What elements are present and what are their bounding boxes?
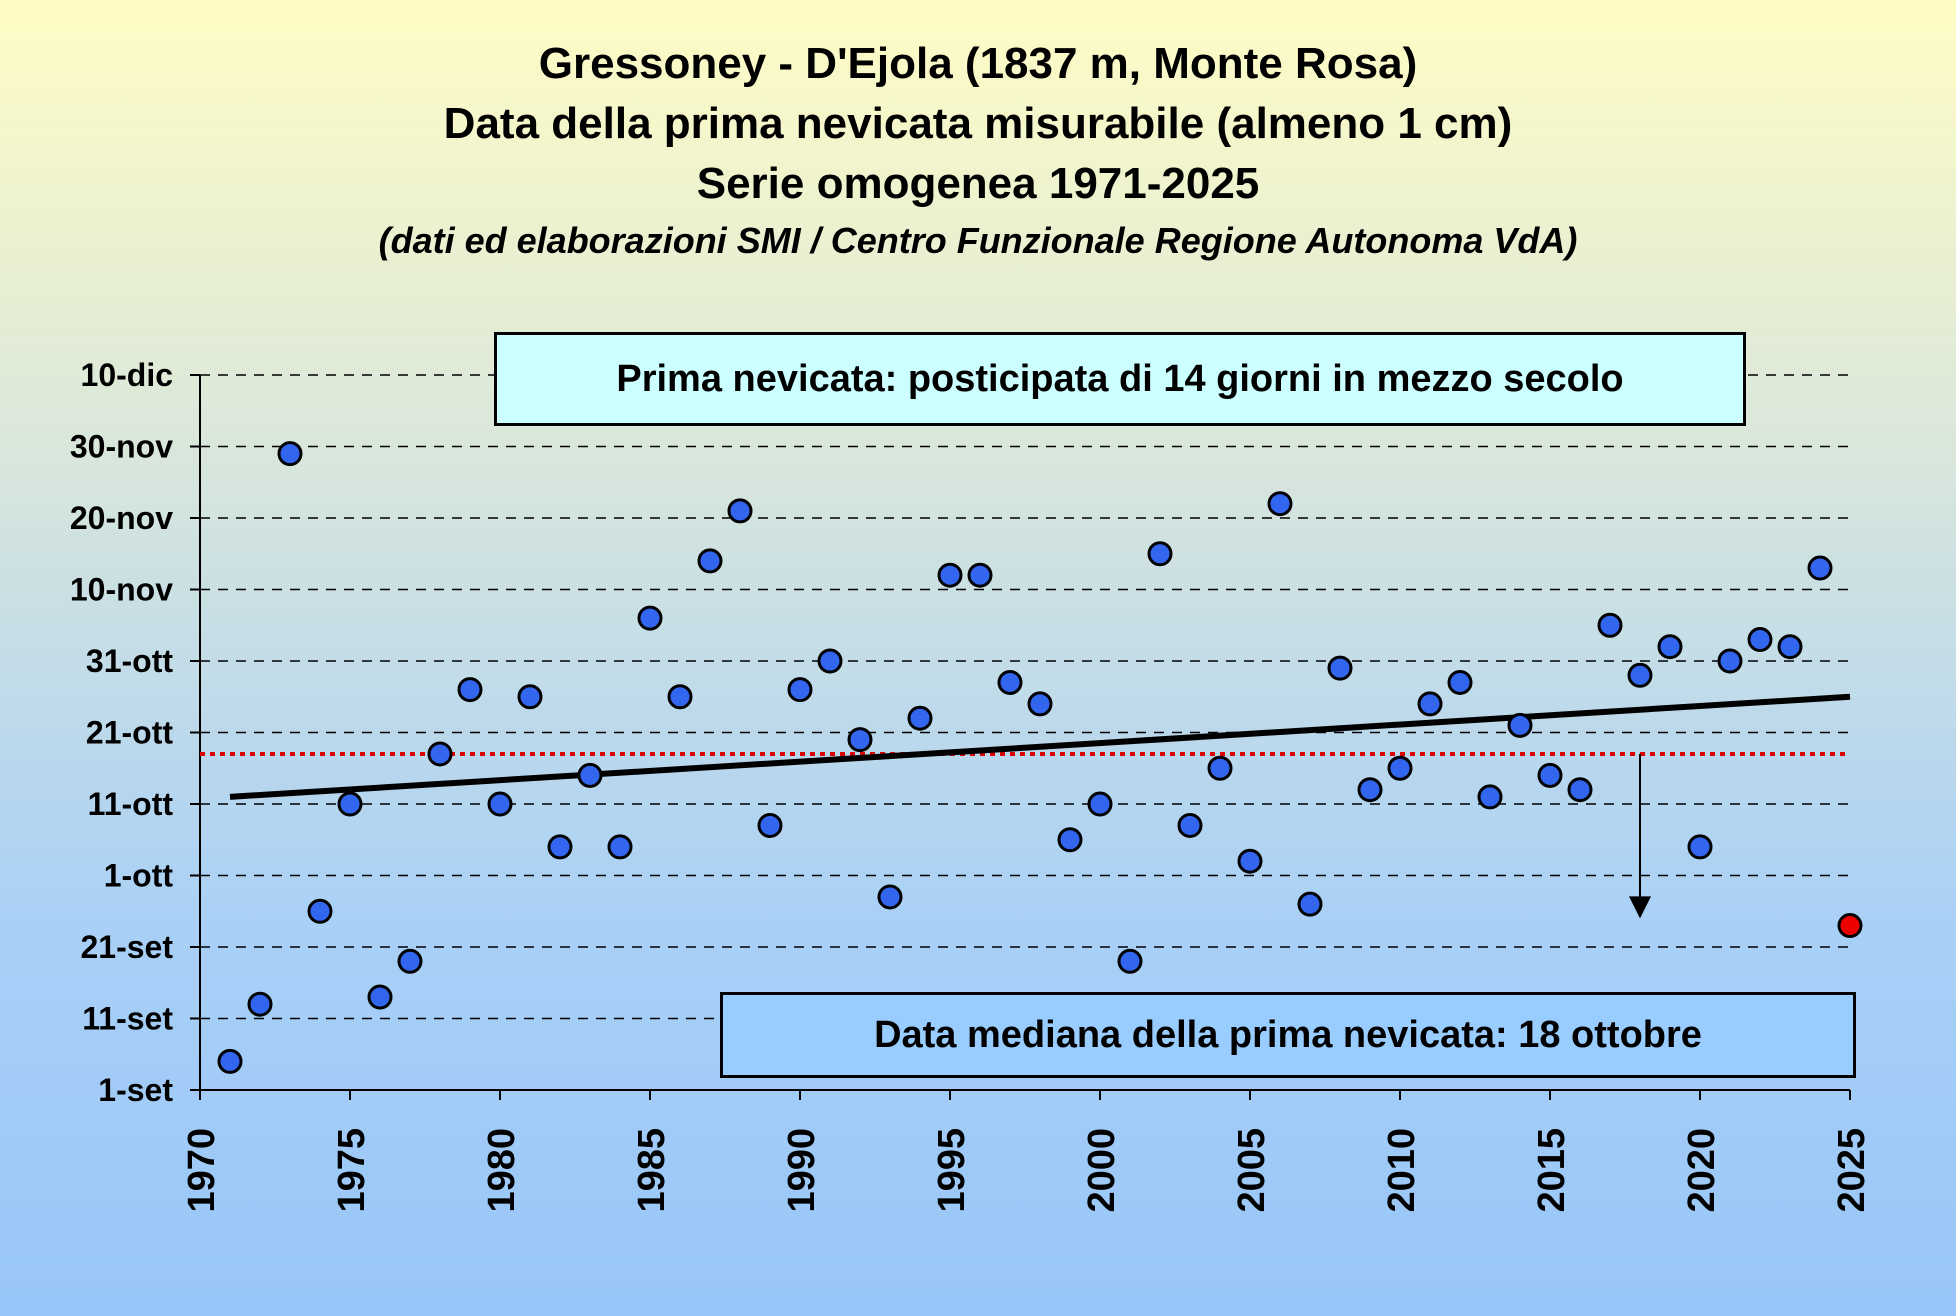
data-point (1357, 777, 1383, 803)
data-point (547, 834, 573, 860)
x-tick-label: 2010 (1381, 1128, 1423, 1213)
data-point (1747, 627, 1773, 653)
chart-subtitle: (dati ed elaborazioni SMI / Centro Funzi… (378, 220, 1578, 261)
data-point (667, 684, 693, 710)
data-point (307, 898, 333, 924)
data-point (637, 605, 663, 631)
x-tick-labels: 1970 1975 1980 1985 1990 1995 2000 2005 2010 2015… (181, 1128, 1873, 1213)
data-point (1657, 634, 1683, 660)
data-point (817, 648, 843, 674)
data-point (1327, 655, 1353, 681)
data-point (487, 791, 513, 817)
data-point (1807, 555, 1833, 581)
data-point (367, 984, 393, 1010)
y-tick-label: 21-set (81, 929, 174, 965)
data-point (1267, 491, 1293, 517)
data-point (277, 441, 303, 467)
data-point (1207, 755, 1233, 781)
y-tick-label: 21-ott (86, 715, 173, 751)
data-point (337, 791, 363, 817)
data-point (1597, 612, 1623, 638)
data-point (1507, 712, 1533, 738)
data-point (727, 498, 753, 524)
data-point (1837, 913, 1863, 939)
chart-title-line-2: Data della prima nevicata misurabile (al… (443, 99, 1513, 148)
trend-annotation-box: Prima nevicata: posticipata di 14 giorni… (494, 332, 1746, 426)
data-point (247, 991, 273, 1017)
x-tick-label: 1985 (631, 1128, 673, 1213)
x-tick-label: 1995 (931, 1128, 973, 1213)
grid-lines (200, 374, 1850, 1020)
x-tick-label: 2020 (1681, 1128, 1723, 1213)
y-tick-label: 10-dic (81, 357, 173, 393)
data-point (1717, 648, 1743, 674)
y-tick-label: 11-ott (88, 786, 174, 822)
trend-line (229, 693, 1851, 800)
y-tick-label: 1-ott (104, 858, 174, 894)
data-point (1057, 827, 1083, 853)
x-tick-label: 2015 (1531, 1128, 1573, 1213)
data-point (907, 705, 933, 731)
y-tick-label: 30-nov (70, 429, 173, 465)
median-annotation-box: Data mediana della prima nevicata: 18 ot… (720, 992, 1856, 1078)
x-tick-label: 1980 (481, 1128, 523, 1213)
x-tick-label: 2000 (1081, 1128, 1123, 1213)
reference-lines (200, 693, 1851, 919)
y-tick-label: 1-set (98, 1072, 173, 1108)
data-points (217, 441, 1863, 1074)
data-point (1627, 662, 1653, 688)
axes (190, 374, 1851, 1100)
data-point (1237, 848, 1263, 874)
y-tick-label: 11-set (82, 1001, 173, 1037)
chart-title-line-1: Gressoney - D'Ejola (1837 m, Monte Rosa) (538, 39, 1418, 88)
data-point (847, 727, 873, 753)
chart-titles: Gressoney - D'Ejola (1837 m, Monte Rosa)… (0, 34, 1956, 268)
x-tick-label: 1990 (781, 1128, 823, 1213)
data-point (787, 677, 813, 703)
y-tick-label: 10-nov (70, 572, 173, 608)
data-point (457, 677, 483, 703)
data-point (937, 562, 963, 588)
data-point (1567, 777, 1593, 803)
data-point (1297, 891, 1323, 917)
x-tick-label: 2025 (1831, 1128, 1873, 1213)
data-point (1687, 834, 1713, 860)
data-point (1537, 762, 1563, 788)
x-tick-label: 1970 (181, 1128, 223, 1213)
data-point (1477, 784, 1503, 810)
data-point (1027, 691, 1053, 717)
chart-title-line-3: Serie omogenea 1971-2025 (696, 159, 1260, 208)
data-point (217, 1048, 243, 1074)
data-point (1387, 755, 1413, 781)
data-point (1777, 634, 1803, 660)
y-tick-labels: 1-set 11-set 21-set 1-ott 11-ott 21-ott 31-ott… (70, 357, 173, 1108)
data-point (517, 684, 543, 710)
data-point (577, 762, 603, 788)
data-point (877, 884, 903, 910)
median-arrow-head (1629, 896, 1651, 919)
data-point (697, 548, 723, 574)
data-point (1147, 541, 1173, 567)
data-point (1417, 691, 1443, 717)
data-point (1447, 669, 1473, 695)
data-point (757, 812, 783, 838)
data-point (997, 669, 1023, 695)
data-point (1177, 812, 1203, 838)
y-tick-label: 31-ott (86, 643, 173, 679)
data-point (397, 948, 423, 974)
x-tick-label: 2005 (1231, 1128, 1273, 1213)
data-point (1087, 791, 1113, 817)
data-point (1117, 948, 1143, 974)
data-point (967, 562, 993, 588)
y-tick-label: 20-nov (70, 500, 173, 536)
x-tick-label: 1975 (331, 1128, 373, 1213)
data-point (607, 834, 633, 860)
data-point (427, 741, 453, 767)
